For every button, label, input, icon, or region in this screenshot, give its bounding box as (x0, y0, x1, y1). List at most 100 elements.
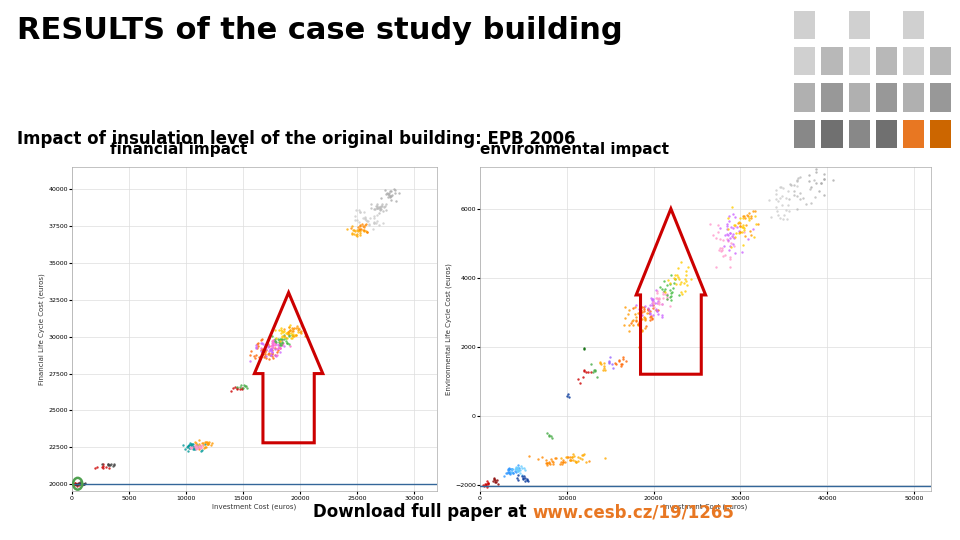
Point (568, 458, 584, 467)
Point (726, 224, 741, 232)
Point (511, 467, 526, 476)
Point (592, 359, 608, 368)
Point (721, 211, 736, 220)
Point (182, 443, 198, 452)
Point (570, 375, 586, 383)
Point (181, 443, 197, 452)
Point (358, 216, 373, 225)
Point (662, 292, 678, 301)
Point (360, 217, 375, 226)
Point (731, 227, 746, 235)
Point (544, 434, 560, 442)
Point (370, 204, 385, 212)
Point (237, 382, 252, 391)
Point (790, 173, 805, 182)
Point (539, 456, 554, 465)
Point (576, 366, 591, 375)
Point (579, 457, 594, 466)
Point (183, 443, 199, 452)
Point (372, 208, 387, 217)
Point (719, 230, 734, 238)
Point (191, 440, 206, 448)
Point (735, 223, 751, 232)
Point (727, 221, 742, 230)
Point (732, 218, 747, 227)
Point (279, 339, 295, 347)
Point (262, 347, 277, 355)
Point (273, 337, 288, 346)
Point (780, 201, 795, 210)
Point (660, 276, 676, 285)
Point (640, 305, 656, 313)
Point (352, 221, 368, 230)
Point (348, 216, 363, 225)
Point (637, 323, 653, 332)
Point (635, 326, 650, 335)
Point (720, 225, 735, 234)
Point (368, 202, 383, 211)
Point (72, 481, 87, 489)
Point (273, 337, 288, 346)
Point (359, 227, 374, 236)
Point (272, 344, 287, 353)
Point (267, 338, 282, 347)
Point (642, 307, 658, 315)
Point (779, 214, 794, 223)
Point (176, 441, 191, 449)
Point (714, 245, 730, 254)
Point (351, 205, 367, 214)
Point (553, 458, 568, 467)
Point (583, 359, 598, 368)
Point (621, 321, 636, 329)
Point (576, 345, 591, 354)
Point (640, 305, 656, 313)
Point (286, 332, 301, 340)
Point (102, 461, 117, 469)
Point (275, 339, 290, 348)
Point (593, 360, 609, 369)
Point (732, 222, 748, 231)
Point (510, 464, 525, 473)
Point (476, 480, 492, 489)
Point (663, 296, 679, 305)
Point (370, 204, 385, 212)
Bar (876, 120, 897, 148)
Point (350, 223, 366, 232)
Point (352, 208, 368, 217)
Bar (849, 47, 870, 76)
Point (735, 241, 751, 250)
Point (73, 480, 88, 488)
Point (69, 479, 84, 488)
Point (804, 183, 819, 191)
Point (348, 205, 363, 214)
Point (816, 175, 831, 184)
Point (183, 441, 199, 450)
Point (233, 380, 249, 389)
Point (514, 472, 529, 481)
Point (736, 212, 752, 220)
Point (666, 279, 682, 287)
Point (283, 328, 299, 337)
Bar (930, 83, 951, 112)
Point (384, 190, 399, 199)
Bar (903, 83, 924, 112)
Point (185, 440, 201, 449)
Point (634, 327, 649, 335)
Point (268, 335, 283, 343)
Point (499, 469, 515, 477)
Point (242, 350, 257, 359)
Point (66, 481, 82, 489)
Point (547, 454, 563, 462)
Point (226, 383, 241, 392)
Point (273, 343, 288, 352)
Point (521, 452, 537, 461)
Point (509, 464, 524, 472)
Point (678, 286, 693, 295)
Point (198, 437, 213, 446)
Point (677, 275, 692, 284)
Point (266, 341, 281, 349)
Point (70, 481, 85, 489)
Point (708, 233, 723, 242)
Point (660, 295, 675, 303)
Point (504, 464, 519, 473)
